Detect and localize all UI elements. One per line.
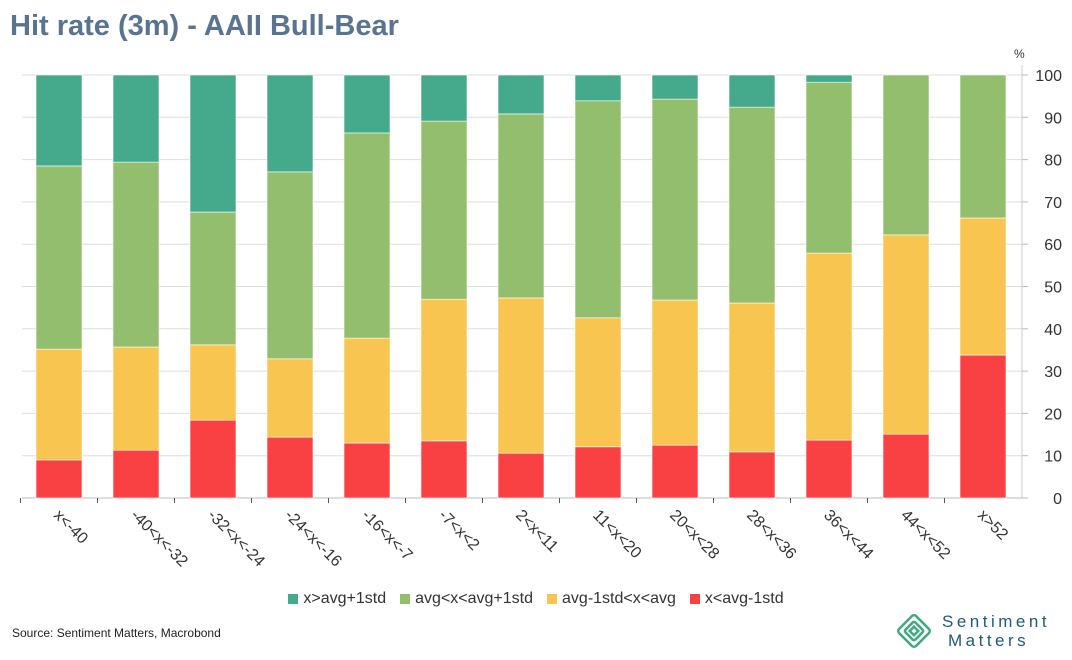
bar-segment xyxy=(266,171,314,360)
legend-item: x<avg-1std xyxy=(689,590,784,608)
x-tick-label: -32<x<-24 xyxy=(204,507,268,571)
bar-segment xyxy=(728,74,776,108)
bar-segment xyxy=(805,252,853,441)
bar-segment xyxy=(343,442,391,499)
logo-diamond-icon xyxy=(897,614,931,648)
bar-segment xyxy=(35,165,83,350)
bar-segment xyxy=(959,217,1007,356)
y-tick-label: 0 xyxy=(1053,491,1062,508)
x-tick-label: -7<x<2 xyxy=(435,507,482,554)
bar-segment xyxy=(651,299,699,446)
x-tick-label: -40<x<-32 xyxy=(127,507,191,571)
bar-segment xyxy=(497,74,545,115)
bar-segment xyxy=(882,74,930,236)
bar-segment xyxy=(112,346,160,451)
bar-segment xyxy=(574,100,622,319)
legend-item: avg-1std<x<avg xyxy=(547,590,676,608)
y-tick-label: 100 xyxy=(1035,68,1062,85)
bar-segment xyxy=(35,459,83,499)
bar-segment xyxy=(651,444,699,499)
stacked-bar-chart: 0 10 20 30 40 50 60 70 80 90 100% x<-40 -40<x<-32 -32… xyxy=(20,47,1062,571)
y-tick-label: 80 xyxy=(1044,153,1062,170)
bar-segment xyxy=(959,354,1007,499)
x-tick-label: x<-40 xyxy=(50,507,91,548)
x-tick-label: 20<x<28 xyxy=(666,507,722,563)
x-tick-label: 28<x<36 xyxy=(743,507,799,563)
bar-segment xyxy=(497,452,545,499)
y-tick-label: 40 xyxy=(1044,322,1062,339)
bar-segment xyxy=(343,74,391,134)
bar-segment xyxy=(266,358,314,438)
x-tick-label: x>52 xyxy=(974,507,1011,544)
bar-segment xyxy=(266,436,314,499)
y-tick-label: 60 xyxy=(1044,237,1062,254)
y-tick-label: 20 xyxy=(1044,406,1062,423)
bar-segment xyxy=(343,132,391,339)
bar-segment xyxy=(805,81,853,254)
bar-segment xyxy=(420,120,468,300)
bar-segment xyxy=(420,298,468,442)
bar-segment xyxy=(35,74,83,167)
legend-item: x>avg+1std xyxy=(288,590,386,608)
legend-swatch xyxy=(547,594,558,604)
bar-segment xyxy=(112,161,160,348)
sentiment-matters-logo: Sentiment Matters xyxy=(896,612,1050,650)
bar-segment xyxy=(728,451,776,499)
logo-line-1: Sentiment xyxy=(942,612,1051,631)
bar-segment xyxy=(882,234,930,435)
y-tick-label: 30 xyxy=(1044,364,1062,381)
bar-segment xyxy=(728,302,776,453)
bar-segment xyxy=(189,74,237,213)
logo-line-2: Matters xyxy=(948,631,1030,650)
bar-segment xyxy=(343,337,391,444)
x-tick-label: 44<x<52 xyxy=(897,507,953,563)
bar-segment xyxy=(651,74,699,100)
legend-label: x>avg+1std xyxy=(303,590,387,607)
y-tick-label: 50 xyxy=(1044,280,1062,297)
bar-segment xyxy=(959,74,1007,219)
bar-segment xyxy=(728,106,776,304)
bar-segment xyxy=(112,74,160,163)
bar-segment xyxy=(497,297,545,454)
y-axis-unit: % xyxy=(1014,47,1025,61)
legend-swatch xyxy=(689,594,700,604)
bar-segment xyxy=(805,439,853,499)
bar-segment xyxy=(574,446,622,499)
bar-segment xyxy=(882,433,930,499)
legend-swatch xyxy=(288,594,299,604)
x-tick-label: 11<x<20 xyxy=(589,507,644,562)
bar-segment xyxy=(420,74,468,122)
legend-item: avg<x<avg+1std xyxy=(400,590,533,608)
bar-segment xyxy=(574,317,622,448)
legend-label: x<avg-1std xyxy=(704,590,784,607)
legend-label: avg-1std<x<avg xyxy=(562,590,676,607)
y-tick-label: 70 xyxy=(1044,195,1062,212)
source-note: Source: Sentiment Matters, Macrobond xyxy=(12,626,221,640)
y-tick-label: 10 xyxy=(1044,449,1062,466)
bar-segment xyxy=(574,74,622,102)
bar-segment xyxy=(189,419,237,499)
legend-label: avg<x<avg+1std xyxy=(415,590,534,607)
x-tick-label: 2<x<11 xyxy=(512,507,561,556)
bar-segment xyxy=(189,211,237,346)
bar-segment xyxy=(35,348,83,461)
y-tick-label: 90 xyxy=(1044,110,1062,127)
bar-segment xyxy=(420,440,468,499)
bar-segment xyxy=(497,113,545,299)
legend-swatch xyxy=(400,594,411,604)
x-tick-label: -24<x<-16 xyxy=(281,507,345,571)
bar-segment xyxy=(651,98,699,301)
chart-title: Hit rate (3m) - AAII Bull-Bear xyxy=(10,10,399,42)
bar-segment xyxy=(189,344,237,421)
bar-segment xyxy=(266,74,314,173)
bar-segment xyxy=(805,74,853,83)
bar-segment xyxy=(112,449,160,499)
x-tick-label: -16<x<-7 xyxy=(358,507,415,564)
legend: x>avg+1std avg<x<avg+1std avg-1std<x<avg x<… xyxy=(0,590,1072,608)
x-tick-label: 36<x<44 xyxy=(820,507,876,563)
